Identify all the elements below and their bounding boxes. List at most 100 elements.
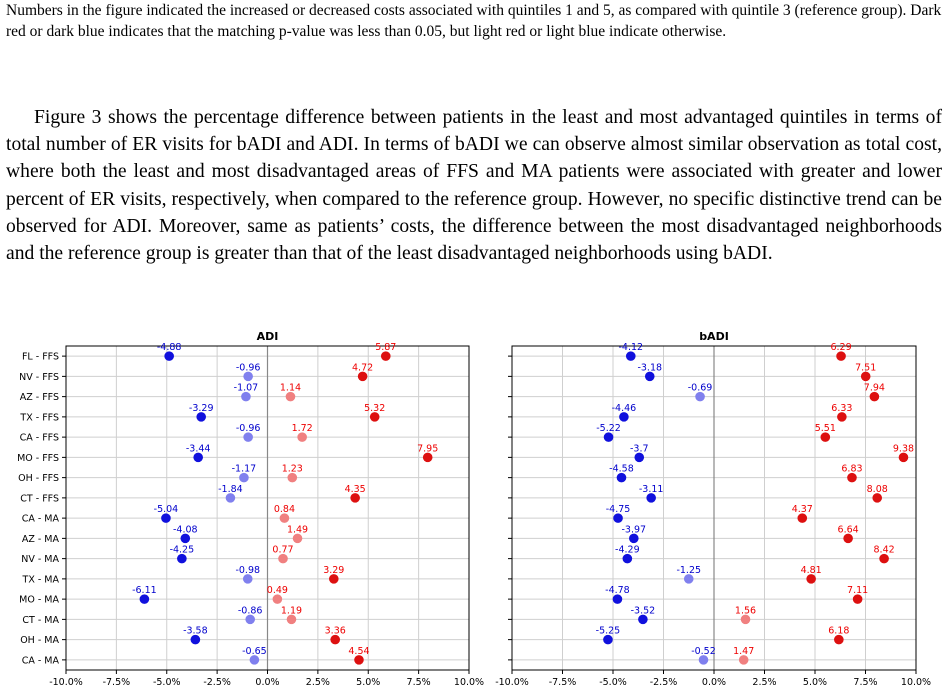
increase-data-label: 3.36 — [325, 626, 346, 637]
decrease-point — [193, 452, 203, 463]
decrease-data-label: -3.58 — [183, 626, 208, 637]
decrease-data-label: -1.84 — [218, 484, 243, 495]
decrease-point — [603, 432, 614, 442]
x-tick-label: 0.0% — [702, 677, 726, 688]
decrease-data-label: -0.98 — [235, 565, 260, 576]
decrease-data-label: -5.25 — [596, 626, 621, 637]
x-tick-label: -2.5% — [203, 677, 231, 688]
increase-point — [898, 452, 909, 463]
y-tick-label: AZ - MA — [22, 534, 60, 545]
y-tick-label: AZ - FFS — [20, 392, 59, 403]
increase-data-label: 4.37 — [792, 504, 813, 515]
x-tick-label: -7.5% — [103, 677, 131, 688]
increase-point — [422, 452, 433, 463]
x-tick-label: -2.5% — [650, 677, 678, 688]
increase-data-label: 7.11 — [847, 585, 868, 596]
decrease-data-label: -4.12 — [618, 342, 643, 353]
y-tick-label: NV - FFS — [19, 372, 59, 383]
x-tick-label: 5.0% — [803, 677, 827, 688]
increase-point — [278, 553, 288, 564]
increase-point — [837, 412, 847, 422]
increase-data-label: 1.49 — [287, 524, 308, 535]
increase-data-label: 1.72 — [292, 423, 313, 434]
increase-point — [380, 351, 391, 361]
decrease-data-label: -3.18 — [637, 362, 662, 373]
increase-point — [860, 371, 871, 382]
increase-data-label: 4.72 — [352, 362, 373, 373]
decrease-data-label: -0.65 — [242, 646, 267, 657]
decrease-data-label: -1.07 — [234, 383, 259, 394]
increase-data-label: 7.95 — [417, 443, 438, 454]
decrease-point — [644, 371, 655, 382]
increase-data-label: 9.38 — [893, 443, 914, 454]
decrease-data-label: -6.11 — [132, 585, 157, 596]
increase-point — [797, 513, 808, 523]
increase-data-label: 8.42 — [874, 545, 895, 556]
decrease-data-label: -4.25 — [170, 545, 195, 556]
decrease-data-label: -4.46 — [612, 403, 637, 414]
increase-point — [872, 493, 883, 503]
decrease-point — [196, 412, 207, 422]
decrease-data-label: -0.96 — [236, 362, 261, 373]
decrease-data-label: -5.04 — [154, 504, 179, 515]
decrease-point — [683, 574, 694, 584]
decrease-data-label: -0.86 — [238, 605, 263, 616]
x-tick-label: -5.0% — [153, 677, 181, 688]
decrease-point — [603, 634, 613, 645]
increase-data-label: 6.83 — [841, 464, 862, 475]
decrease-data-label: -4.88 — [157, 342, 182, 353]
y-tick-label: OH - FFS — [18, 473, 59, 484]
x-tick-label: 7.5% — [407, 677, 431, 688]
y-tick-label: CT - MA — [22, 615, 59, 626]
decrease-data-label: -4.29 — [615, 545, 640, 556]
chart-title: bADI — [699, 330, 729, 343]
decrease-point — [241, 391, 251, 402]
x-tick-label: -5.0% — [599, 677, 627, 688]
increase-data-label: 8.08 — [867, 484, 888, 495]
decrease-data-label: -0.69 — [688, 383, 713, 394]
decrease-data-label: -4.58 — [609, 464, 634, 475]
decrease-point — [242, 574, 253, 584]
increase-point — [836, 351, 846, 361]
decrease-point — [634, 452, 645, 463]
increase-point — [285, 391, 296, 402]
increase-data-label: 0.77 — [272, 545, 293, 556]
figure-caption: Numbers in the figure indicated the incr… — [6, 2, 942, 40]
increase-data-label: 3.29 — [323, 565, 344, 576]
increase-point — [272, 594, 283, 604]
x-tick-label: -10.0% — [49, 677, 83, 688]
increase-data-label: 0.49 — [267, 585, 288, 596]
y-tick-label: CA - MA — [22, 655, 60, 666]
decrease-data-label: -5.22 — [596, 423, 621, 434]
decrease-data-label: -0.96 — [236, 423, 261, 434]
decrease-data-label: -3.44 — [186, 443, 211, 454]
decrease-point — [695, 391, 705, 402]
increase-point — [297, 432, 307, 442]
x-tick-label: 2.5% — [306, 677, 330, 688]
increase-point — [279, 513, 290, 523]
x-tick-label: -7.5% — [549, 677, 577, 688]
increase-point — [328, 574, 339, 584]
decrease-point — [225, 493, 236, 503]
y-tick-label: FL - FFS — [22, 352, 59, 363]
increase-point — [847, 472, 857, 483]
increase-point — [369, 412, 380, 422]
decrease-data-label: -3.97 — [622, 524, 647, 535]
decrease-point — [613, 513, 623, 523]
increase-data-label: 6.64 — [838, 524, 859, 535]
increase-data-label: 5.87 — [375, 342, 396, 353]
increase-data-label: 4.54 — [348, 646, 369, 657]
decrease-data-label: -3.7 — [630, 443, 649, 454]
increase-point — [740, 614, 751, 625]
increase-data-label: 5.51 — [815, 423, 836, 434]
increase-data-label: 4.81 — [801, 565, 822, 576]
decrease-data-label: -1.25 — [676, 565, 701, 576]
x-tick-label: 2.5% — [752, 677, 776, 688]
y-tick-label: TX - FFS — [19, 412, 59, 423]
decrease-point — [139, 594, 150, 604]
increase-point — [357, 371, 368, 382]
increase-data-label: 6.18 — [828, 626, 849, 637]
decrease-data-label: -3.11 — [639, 484, 664, 495]
increase-point — [350, 493, 360, 503]
increase-data-label: 1.56 — [735, 605, 756, 616]
